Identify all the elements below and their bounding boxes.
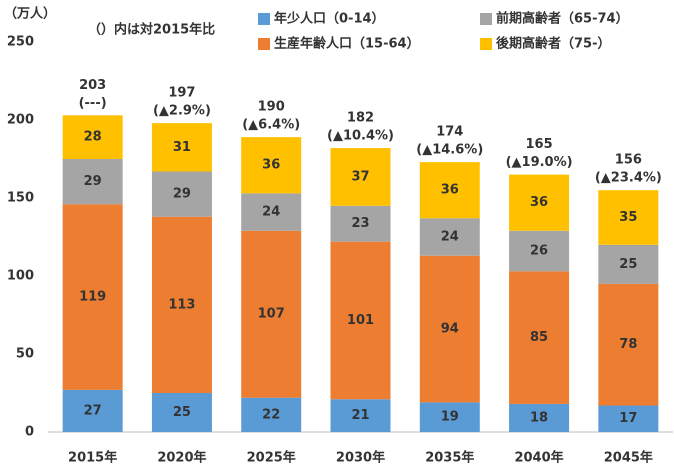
bar-segment — [330, 205, 391, 242]
value-label: 36 — [262, 158, 280, 173]
bar-segment — [419, 402, 480, 432]
value-label: 85 — [530, 330, 548, 345]
value-label: 26 — [530, 244, 548, 259]
legend-label: 生産年齢人口（15-64） — [274, 36, 420, 52]
value-label: 119 — [79, 290, 106, 305]
value-label: 31 — [173, 140, 191, 155]
y-tick-label: 0 — [25, 425, 34, 440]
bar-segment — [598, 244, 659, 284]
y-tick-label: 150 — [7, 191, 34, 206]
value-label: 25 — [619, 257, 637, 272]
bar-segment — [151, 171, 212, 217]
bar-segment — [62, 204, 123, 390]
value-label: 19 — [441, 410, 459, 425]
legend-label: 後期高齢者（75-） — [496, 36, 611, 52]
value-label: 24 — [262, 205, 280, 220]
value-label: 101 — [347, 313, 374, 328]
x-tick-label: 2030年 — [336, 450, 385, 466]
value-label: 107 — [258, 307, 285, 322]
bar-segment — [62, 115, 123, 159]
bar-segment — [330, 148, 391, 206]
total-note: (▲23.4%) — [595, 171, 662, 186]
value-label: 78 — [619, 337, 637, 352]
total-note: (▲10.4%) — [327, 129, 394, 144]
value-label: 25 — [173, 405, 191, 420]
bar-segment — [241, 230, 302, 398]
total-note: (▲2.9%) — [153, 104, 211, 119]
x-tick-label: 2040年 — [514, 450, 563, 466]
total-label: 203 — [79, 78, 106, 93]
bar-segment — [241, 397, 302, 432]
bar-segment — [509, 174, 570, 231]
bar-segment — [509, 271, 570, 404]
value-label: 21 — [351, 408, 369, 423]
value-label: 36 — [441, 183, 459, 198]
bar-segment — [598, 405, 659, 432]
bar-segment — [598, 283, 659, 406]
bar-segment — [62, 159, 123, 205]
bar-segment — [330, 399, 391, 432]
value-label: 27 — [84, 403, 102, 418]
legend-swatch — [480, 38, 492, 50]
value-label: 37 — [351, 169, 369, 184]
bar-segment — [509, 230, 570, 272]
bar-segment — [62, 389, 123, 432]
legend-swatch — [480, 13, 492, 25]
legend-swatch — [258, 13, 270, 25]
y-tick-label: 250 — [7, 35, 34, 50]
bar-segment — [598, 190, 659, 245]
x-tick-label: 2045年 — [604, 450, 653, 466]
y-axis-label: （万人） — [4, 6, 56, 22]
y-tick-label: 50 — [16, 347, 34, 362]
annotation: （）内は対2015年比 — [88, 22, 215, 38]
legend-label: 年少人口（0-14） — [274, 11, 385, 27]
total-label: 156 — [615, 153, 642, 168]
x-tick-label: 2025年 — [247, 450, 296, 466]
x-tick-label: 2020年 — [157, 450, 206, 466]
value-label: 24 — [441, 230, 459, 245]
value-label: 36 — [530, 195, 548, 210]
legend-label: 前期高齢者（65-74） — [496, 11, 629, 27]
total-label: 190 — [258, 100, 285, 115]
bar-segment — [151, 393, 212, 432]
bar-segment — [419, 255, 480, 403]
value-label: 28 — [84, 130, 102, 145]
y-tick-label: 100 — [7, 269, 34, 284]
value-label: 18 — [530, 410, 548, 425]
x-tick-label: 2035年 — [425, 450, 474, 466]
value-label: 22 — [262, 407, 280, 422]
bar-segment — [509, 403, 570, 432]
total-note: (---) — [79, 96, 107, 111]
value-label: 23 — [351, 216, 369, 231]
total-label: 182 — [347, 111, 374, 126]
total-label: 174 — [436, 125, 463, 140]
bar-segment — [241, 137, 302, 194]
value-label: 94 — [441, 322, 459, 337]
value-label: 113 — [168, 297, 195, 312]
value-label: 29 — [84, 174, 102, 189]
total-note: (▲14.6%) — [416, 143, 483, 158]
total-label: 197 — [168, 86, 195, 101]
total-note: (▲6.4%) — [242, 118, 300, 133]
bar-segment — [330, 241, 391, 400]
legend-swatch — [258, 38, 270, 50]
bar-segment — [151, 216, 212, 393]
x-tick-label: 2015年 — [68, 450, 117, 466]
value-label: 17 — [619, 411, 637, 426]
bar-segment — [241, 193, 302, 231]
value-label: 29 — [173, 187, 191, 202]
bar-segment — [419, 162, 480, 219]
total-note: (▲19.0%) — [506, 155, 573, 170]
bar-segment — [151, 123, 212, 172]
value-label: 35 — [619, 210, 637, 225]
y-tick-label: 200 — [7, 113, 34, 128]
total-label: 165 — [526, 137, 553, 152]
bar-segment — [419, 218, 480, 256]
